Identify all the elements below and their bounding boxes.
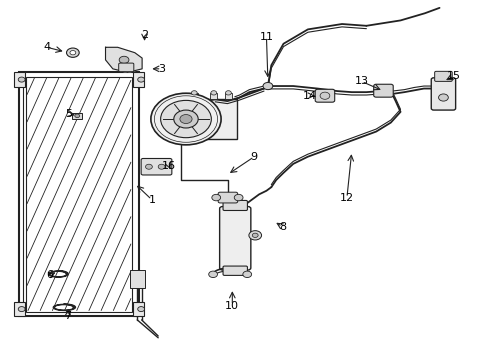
Circle shape: [208, 271, 217, 278]
Text: 7: 7: [64, 311, 71, 321]
Bar: [25, 77, 132, 312]
FancyBboxPatch shape: [223, 201, 247, 211]
Text: 2: 2: [141, 30, 148, 40]
FancyBboxPatch shape: [373, 84, 392, 97]
FancyBboxPatch shape: [218, 192, 237, 203]
Text: 6: 6: [46, 270, 53, 280]
Circle shape: [70, 50, 76, 55]
Text: 12: 12: [339, 193, 353, 203]
Circle shape: [438, 94, 447, 101]
FancyBboxPatch shape: [119, 63, 134, 72]
Bar: [130, 270, 144, 288]
Circle shape: [180, 114, 192, 123]
FancyBboxPatch shape: [430, 78, 455, 110]
Text: 8: 8: [278, 222, 285, 231]
Circle shape: [138, 77, 144, 82]
Circle shape: [145, 164, 152, 169]
Circle shape: [211, 194, 220, 201]
Circle shape: [66, 48, 79, 57]
Text: 13: 13: [354, 76, 368, 86]
Circle shape: [243, 271, 251, 278]
Text: 3: 3: [158, 64, 165, 74]
Circle shape: [234, 194, 243, 201]
Bar: [210, 93, 217, 99]
Bar: [224, 93, 231, 99]
Circle shape: [320, 92, 329, 99]
Circle shape: [160, 100, 211, 138]
Text: 1: 1: [148, 195, 155, 205]
Text: 5: 5: [65, 109, 72, 119]
Text: 14: 14: [303, 91, 317, 101]
FancyBboxPatch shape: [315, 89, 334, 102]
Circle shape: [252, 233, 258, 238]
Circle shape: [119, 56, 129, 63]
Bar: [133, 302, 143, 316]
Bar: [181, 99, 237, 139]
Circle shape: [263, 82, 272, 90]
Circle shape: [18, 307, 25, 312]
FancyBboxPatch shape: [219, 207, 250, 270]
Text: 15: 15: [446, 71, 460, 81]
Polygon shape: [105, 47, 142, 72]
Circle shape: [210, 91, 216, 95]
Circle shape: [158, 164, 164, 169]
FancyBboxPatch shape: [434, 71, 451, 81]
Circle shape: [173, 110, 198, 128]
Text: 10: 10: [225, 301, 239, 311]
Text: 4: 4: [43, 42, 50, 52]
FancyBboxPatch shape: [223, 266, 247, 275]
Circle shape: [138, 307, 144, 312]
Circle shape: [151, 93, 221, 145]
Bar: [14, 72, 25, 87]
Text: 16: 16: [162, 161, 176, 171]
Bar: [190, 93, 197, 99]
Text: 11: 11: [259, 32, 273, 41]
Circle shape: [18, 77, 25, 82]
Circle shape: [75, 114, 80, 118]
Bar: [133, 72, 143, 87]
Circle shape: [191, 91, 197, 95]
Bar: [72, 113, 82, 119]
Bar: [19, 72, 139, 316]
Circle shape: [248, 231, 261, 240]
Text: 9: 9: [250, 152, 257, 162]
Circle shape: [225, 91, 231, 95]
FancyBboxPatch shape: [141, 158, 171, 175]
Bar: [14, 302, 25, 316]
